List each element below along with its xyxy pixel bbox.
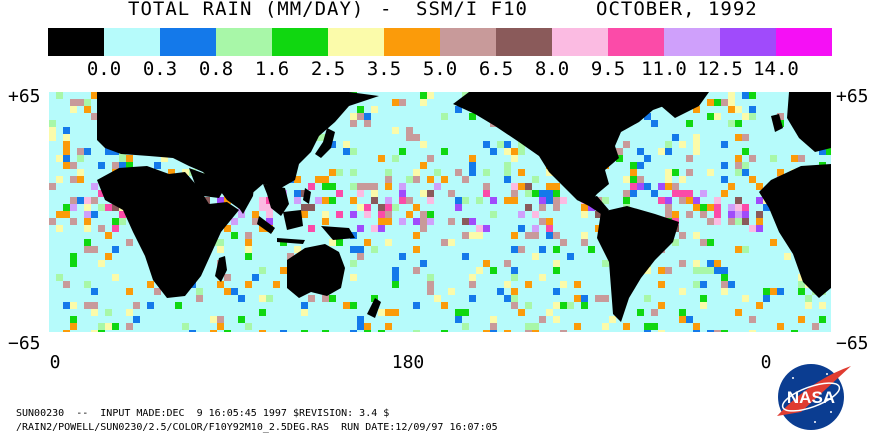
legend-tick-label: 9.5 <box>590 58 626 80</box>
legend-swatch <box>496 28 552 56</box>
legend-swatch <box>776 28 832 56</box>
title-date: OCTOBER, 1992 <box>596 0 758 20</box>
legend-swatch <box>160 28 216 56</box>
legend-swatch <box>552 28 608 56</box>
south-america-landmass <box>597 206 679 322</box>
legend-swatch <box>608 28 664 56</box>
legend-tick-label: 0.3 <box>142 58 178 80</box>
madagascar-landmass <box>215 256 227 282</box>
lon-label-right: 0 <box>760 352 772 373</box>
australia-landmass <box>287 244 345 298</box>
legend-swatch <box>216 28 272 56</box>
land-masses <box>97 92 831 322</box>
map-title: TOTAL RAIN (MM/DAY) - SSM/I F10 OCTOBER,… <box>0 0 880 20</box>
eurasia-landmass <box>97 92 379 210</box>
lon-label-center: 180 <box>391 352 425 373</box>
lat-label-bottom-left: −65 <box>8 333 41 354</box>
color-legend-bar <box>48 28 832 56</box>
title-sensor: SSM/I F10 <box>416 0 528 20</box>
japan-landmass <box>315 128 335 158</box>
title-separator: - <box>380 0 393 20</box>
nasa-logo: NASA <box>777 364 851 430</box>
legend-swatch <box>440 28 496 56</box>
legend-tick-label: 11.0 <box>641 58 687 80</box>
legend-swatch <box>664 28 720 56</box>
greenland-landmass <box>649 92 709 118</box>
new-guinea-landmass <box>321 226 355 240</box>
india-landmass <box>229 176 255 214</box>
africa-landmass <box>97 166 239 298</box>
lon-label-left: 0 <box>49 352 61 373</box>
arabia-landmass <box>189 168 225 198</box>
legend-tick-label: 0.8 <box>198 58 234 80</box>
sumatra-landmass <box>257 216 275 234</box>
legend-tick-label: 1.6 <box>254 58 290 80</box>
legend-tick-label: 14.0 <box>753 58 799 80</box>
legend-swatch <box>328 28 384 56</box>
legend-swatch <box>272 28 328 56</box>
lat-label-top-left: +65 <box>8 86 41 107</box>
legend-tick-label: 6.5 <box>478 58 514 80</box>
legend-tick-label: 5.0 <box>422 58 458 80</box>
legend-swatch <box>104 28 160 56</box>
british-isles-landmass <box>771 114 783 132</box>
color-legend-labels: 0.0 0.3 0.8 1.6 2.5 3.5 5.0 6.5 8.0 9.5 11.0 12.5 14… <box>48 58 832 80</box>
lat-label-bottom-right: −65 <box>836 333 869 354</box>
nasa-logo-text: NASA <box>787 388 835 407</box>
europe-west-landmass <box>787 92 831 152</box>
philippines-landmass <box>303 188 311 204</box>
legend-tick-label: 8.0 <box>534 58 570 80</box>
se-asia-landmass <box>263 184 289 216</box>
lat-label-top-right: +65 <box>836 86 869 107</box>
footer-line-2: /RAIN2/POWELL/SUN0230/2.5/COLOR/F10Y92M1… <box>16 422 498 433</box>
africa-right-landmass <box>759 164 831 298</box>
legend-tick-label: 3.5 <box>366 58 402 80</box>
north-america-landmass <box>453 92 689 204</box>
borneo-landmass <box>283 210 303 230</box>
rainfall-map <box>49 92 831 332</box>
java-landmass <box>277 238 305 244</box>
legend-tick-label: 12.5 <box>697 58 743 80</box>
title-variable: TOTAL RAIN (MM/DAY) <box>128 0 365 20</box>
legend-tick-label: 2.5 <box>310 58 346 80</box>
legend-swatch <box>48 28 104 56</box>
legend-tick-label: 0.0 <box>86 58 122 80</box>
new-zealand-landmass <box>367 298 381 318</box>
central-america-landmass <box>577 196 609 214</box>
legend-swatch <box>720 28 776 56</box>
legend-swatch <box>384 28 440 56</box>
footer-line-1: SUN00230 -- INPUT MADE:DEC 9 16:05:45 19… <box>16 408 390 419</box>
